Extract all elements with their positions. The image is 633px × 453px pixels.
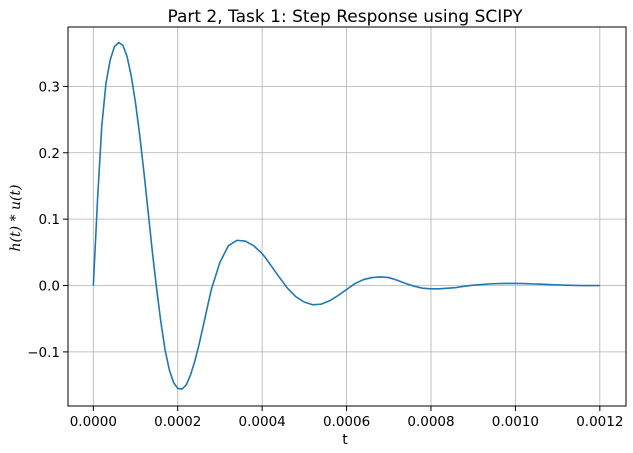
x-tick-label: 0.0004	[239, 414, 286, 430]
y-tick-label: 0.3	[39, 79, 60, 95]
x-axis-label: t	[342, 432, 348, 448]
y-tick-label: −0.1	[27, 345, 60, 361]
y-tick-label: 0.2	[39, 146, 60, 162]
y-tick-label: 0.0	[39, 279, 60, 295]
x-tick-label: 0.0010	[492, 414, 539, 430]
grid	[68, 27, 626, 406]
x-tick-label: 0.0006	[323, 414, 370, 430]
x-tick-label: 0.0008	[407, 414, 454, 430]
x-tick-label: 0.0012	[576, 414, 623, 430]
x-tick-label: 0.0000	[70, 414, 117, 430]
x-axis-ticks: 0.0000 0.0002 0.0004 0.0006 0.0008 0.0010 0.00…	[70, 406, 623, 430]
y-axis-ticks: −0.1 0.0 0.1 0.2 0.3	[27, 79, 68, 361]
x-tick-label: 0.0002	[154, 414, 201, 430]
plot-frame	[67, 26, 627, 407]
y-tick-label: 0.1	[39, 212, 60, 228]
y-axis-label: h(t) * u(t)	[8, 184, 24, 251]
chart-title: Part 2, Task 1: Step Response using SCIP…	[167, 7, 523, 27]
series-line-0	[92, 41, 600, 390]
series-layer	[92, 41, 600, 390]
